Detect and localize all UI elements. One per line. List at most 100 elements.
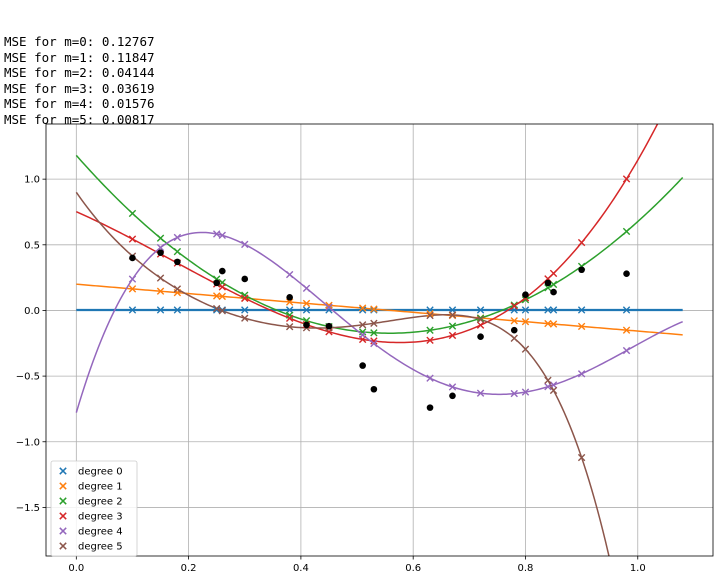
fit-marker-degree-3: [285, 314, 294, 322]
fit-marker-degree-4: [521, 388, 530, 396]
fit-marker-degree-4: [370, 339, 378, 348]
fit-marker-degree-3: [370, 337, 378, 345]
y-tick-label: 1.0: [24, 175, 40, 186]
fit-marker-degree-2: [510, 301, 518, 309]
legend-label: degree 2: [78, 497, 123, 508]
mse-line-m3: MSE for m=3: 0.03619: [4, 80, 155, 96]
legend-label: degree 0: [78, 467, 123, 478]
legend: degree 0 degree 1 degree 2 degree 3 degree 4…: [50, 460, 138, 557]
fit-marker-degree-1: [302, 299, 311, 308]
fit-marker-degree-3: [448, 331, 457, 340]
y-tick-label: 0.0: [24, 306, 40, 317]
x-tick-label: 0.6: [405, 563, 421, 574]
legend-label: degree 5: [78, 542, 123, 553]
fit-marker-degree-4: [577, 370, 586, 378]
mse-line-m5: MSE for m=5: 0.00817: [4, 111, 155, 127]
data-point: [578, 266, 585, 274]
fit-marker-degree-4: [426, 374, 434, 382]
fit-marker-degree-0: [577, 306, 586, 314]
fit-marker-degree-3: [577, 238, 586, 247]
fit-marker-degree-4: [544, 383, 552, 391]
fit-marker-degree-2: [128, 209, 137, 218]
mse-line-m0: MSE for m=0: 0.12767: [4, 34, 155, 49]
legend-marker: [59, 542, 67, 550]
fit-marker-degree-5: [549, 386, 558, 395]
fit-marker-degree-2: [622, 227, 631, 236]
fit-marker-degree-5: [173, 285, 182, 293]
fit-marker-degree-1: [521, 318, 530, 326]
legend-box: [50, 460, 138, 557]
fit-marker-degree-0: [358, 306, 367, 314]
legend-marker: [59, 512, 67, 520]
legend-marker: [59, 527, 67, 535]
fit-marker-degree-3: [128, 235, 137, 243]
legend-label: degree 4: [78, 527, 123, 538]
fit-marker-degree-2: [156, 234, 165, 242]
x-tick-label: 0.2: [181, 563, 197, 574]
y-tick-label: −1.0: [16, 437, 40, 448]
fit-marker-degree-2: [285, 311, 294, 319]
data-point: [510, 326, 518, 334]
fit-marker-degree-1: [156, 287, 165, 295]
mse-line-m4: MSE for m=4: 0.01576: [4, 96, 155, 111]
fit-marker-degree-3: [218, 283, 226, 291]
fit-marker-degree-4: [218, 231, 226, 240]
fit-marker-degree-3: [510, 302, 518, 310]
fit-marker-degree-1: [218, 292, 226, 301]
fit-marker-degree-0: [302, 306, 311, 314]
data-point: [286, 294, 293, 301]
fit-marker-degree-4: [156, 243, 165, 252]
fit-marker-degree-1: [510, 317, 518, 325]
fit-marker-degree-5: [544, 376, 552, 385]
fit-marker-degree-5: [510, 334, 518, 342]
legend-marker: [59, 467, 67, 475]
data-point: [325, 322, 333, 330]
fit-marker-degree-4: [358, 331, 367, 339]
fit-marker-degree-3: [241, 294, 249, 302]
fit-marker-degree-4: [476, 389, 485, 397]
y-tick-label: −0.5: [16, 372, 40, 383]
fit-marker-degree-5: [156, 274, 165, 282]
mse-output: MSE for m=0: 0.12767 MSE for m=1: 0.11847…: [4, 3, 155, 143]
data-point: [129, 254, 136, 262]
fit-marker-degree-0: [549, 306, 558, 314]
data-point: [449, 392, 456, 400]
fit-marker-degree-2: [173, 247, 182, 256]
legend-marker: [59, 482, 67, 490]
fit-marker-degree-5: [358, 321, 367, 329]
fit-marker-degree-2: [476, 314, 485, 322]
fit-marker-degree-5: [426, 311, 434, 320]
x-tick-label: 1.0: [630, 563, 646, 574]
fit-marker-degree-2: [448, 322, 457, 330]
fit-marker-degree-4: [325, 303, 333, 311]
y-tick-label: 0.5: [24, 240, 40, 251]
data-point: [550, 288, 557, 296]
fit-marker-degree-0: [476, 306, 485, 314]
legend-label: degree 1: [78, 482, 123, 493]
fit-marker-degree-4: [622, 346, 631, 355]
data-point: [213, 279, 220, 287]
data-point: [241, 275, 249, 283]
axis-ticks: 0.0 0.2 0.4 0.6 0.8 1.0 −1.5 −1.0 −0.5 0.0 0.5 1.0: [16, 175, 646, 574]
fit-marker-degree-2: [241, 291, 249, 299]
data-point: [544, 279, 552, 287]
data-point: [370, 385, 378, 393]
fit-marker-degree-2: [426, 326, 434, 334]
data-point: [303, 321, 310, 329]
fit-marker-degree-4: [173, 233, 182, 242]
axes-frame: [45, 123, 714, 557]
fit-marker-degree-4: [549, 381, 558, 389]
fit-marker-degree-1: [577, 322, 586, 331]
fit-marker-degree-4: [241, 240, 249, 249]
fit-marker-degree-3: [622, 175, 631, 183]
y-tick-label: −1.5: [16, 503, 40, 514]
fit-marker-degree-3: [549, 269, 558, 278]
fit-marker-degree-0: [521, 306, 530, 314]
fit-marker-degree-5: [218, 307, 226, 315]
data-point: [477, 333, 484, 341]
fit-marker-degree-1: [128, 285, 137, 293]
data-point: [623, 270, 630, 277]
fit-marker-degree-4: [510, 389, 518, 398]
fit-marker-degree-0: [156, 306, 165, 314]
